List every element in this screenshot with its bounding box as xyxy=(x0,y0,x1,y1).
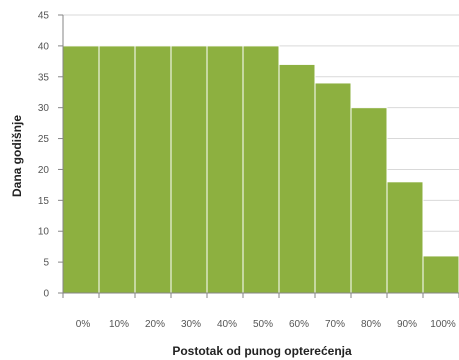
bar-80pct xyxy=(350,107,388,294)
x-tick-label: 20% xyxy=(145,319,165,330)
bar-20pct xyxy=(134,45,172,294)
x-tick-label: 70% xyxy=(325,319,345,330)
x-tick-label: 50% xyxy=(253,319,273,330)
bar-90pct xyxy=(386,181,424,294)
x-tick-label: 60% xyxy=(289,319,309,330)
y-tick-label: 15 xyxy=(38,196,50,207)
x-tick-label: 30% xyxy=(181,319,201,330)
bar-100pct xyxy=(422,255,459,294)
bar-70pct xyxy=(314,82,352,294)
bars xyxy=(62,45,459,294)
bar-60pct xyxy=(278,63,316,294)
bar-0pct xyxy=(62,45,100,294)
y-axis-title: Dana godišnje xyxy=(10,115,24,197)
y-tick-label: 25 xyxy=(38,134,50,145)
y-tick-label: 35 xyxy=(38,72,50,83)
bar-10pct xyxy=(98,45,136,294)
y-tick-label: 45 xyxy=(38,11,50,22)
y-tick-label: 30 xyxy=(38,103,50,114)
y-tick-label: 40 xyxy=(38,41,50,52)
y-tick-label: 5 xyxy=(43,258,49,269)
bar-40pct xyxy=(206,45,244,294)
y-tick-label: 0 xyxy=(43,289,49,300)
x-tick-label: 40% xyxy=(217,319,237,330)
x-tick-labels: 0% 10% 20% 30% 40% 50% 60% 70% 80% 90% 100% xyxy=(76,319,456,330)
x-tick-label: 90% xyxy=(397,319,417,330)
x-axis-title: Postotak od punog opterećenja xyxy=(172,344,352,358)
axes xyxy=(58,14,459,298)
x-tick-label: 0% xyxy=(76,319,91,330)
y-tick-labels: 0 5 10 15 20 25 30 35 40 45 xyxy=(38,11,50,300)
x-tick-label: 80% xyxy=(361,319,381,330)
y-tick-label: 10 xyxy=(38,227,50,238)
y-tick-label: 20 xyxy=(38,165,50,176)
bar-30pct xyxy=(170,45,208,294)
x-tick-label: 100% xyxy=(430,319,456,330)
x-tick-label: 10% xyxy=(109,319,129,330)
bar-50pct xyxy=(242,45,280,294)
